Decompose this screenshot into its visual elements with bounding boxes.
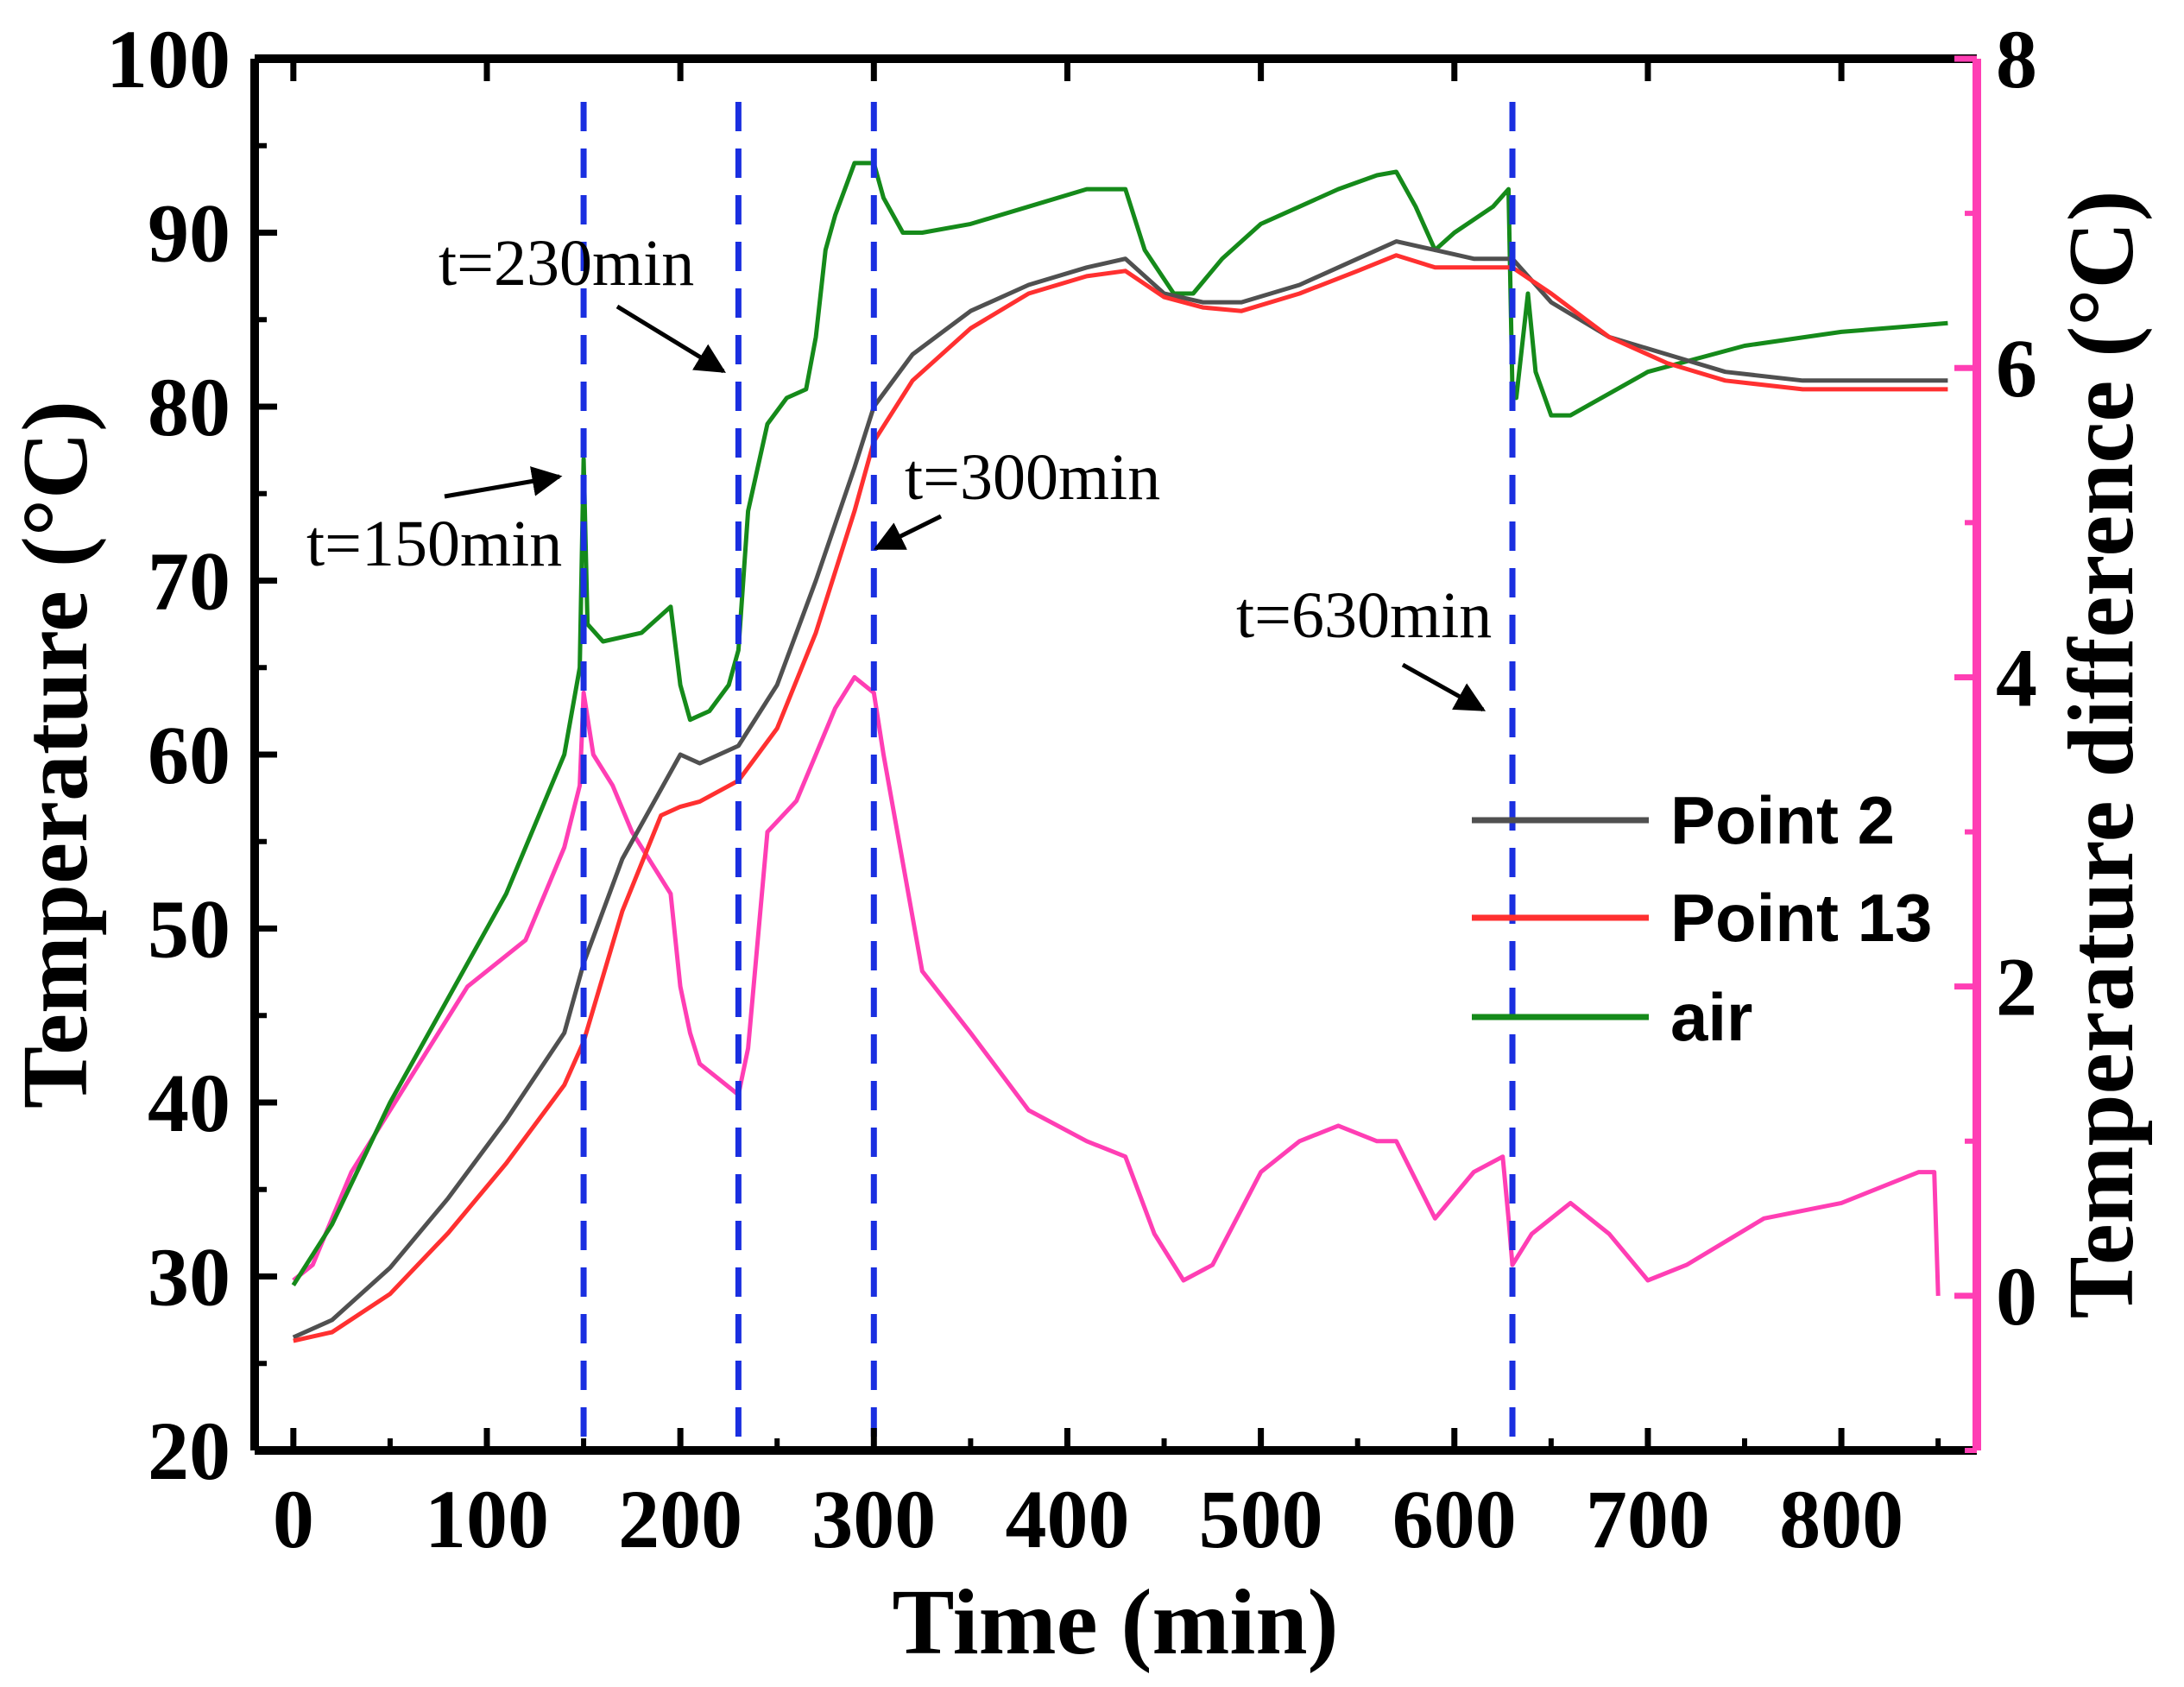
annotation-t230: t=230min [439,227,694,300]
y-axis-right-title: Temperature difference (°C) [2050,191,2153,1319]
y-right-tick-label-8: 8 [1996,13,2037,105]
tick-layer: 0 100 200 300 400 500 600 700 800203040506070809… [106,13,2037,1565]
annotation-t150-arrow [444,466,563,499]
y-right-tick-label-0: 0 [1996,1250,2037,1343]
x-tick-label-400: 400 [1005,1473,1129,1565]
x-tick-label-800: 800 [1779,1473,1903,1565]
y-right-tick-label-6: 6 [1996,322,2037,414]
x-axis-title: Time (min) [893,1571,1339,1674]
annotation-t150: t=150min [306,508,562,580]
x-tick-label-0: 0 [273,1473,314,1565]
annotation-t630: t=630min [1236,579,1492,652]
y-left-tick-label-50: 50 [148,883,230,976]
legend-label-point13: Point 13 [1670,880,1932,956]
annotation-t300-arrow [873,514,943,551]
series-layer [291,161,1948,1343]
y-right-tick-label-2: 2 [1996,941,2037,1033]
x-tick-label-100: 100 [425,1473,549,1565]
series-line-air [291,161,1948,1286]
x-tick-label-200: 200 [618,1473,742,1565]
x-tick-label-700: 700 [1586,1473,1710,1565]
y-left-tick-label-70: 70 [148,535,230,628]
series-line-temperature-difference [292,674,1941,1296]
annotation-t300: t=300min [905,441,1160,514]
marker-layer [580,102,1516,1450]
y-left-tick-label-20: 20 [148,1405,230,1497]
y-left-tick-label-80: 80 [148,361,230,453]
y-left-tick-label-100: 100 [106,13,230,105]
annotation-t630-arrow [1401,662,1487,712]
legend-label-point2: Point 2 [1670,782,1895,858]
legend-label-air: air [1670,979,1752,1055]
x-tick-label-300: 300 [811,1473,936,1565]
y-axis-left-title: Temperature (°C) [4,401,107,1109]
y-right-tick-label-4: 4 [1996,631,2037,723]
legend: Point 2 Point 13 air [1472,782,1932,1055]
y-left-tick-label-60: 60 [148,709,230,801]
x-tick-label-600: 600 [1392,1473,1517,1565]
annotation-t230-arrow [615,304,726,374]
y-left-tick-label-90: 90 [148,187,230,280]
x-tick-label-500: 500 [1199,1473,1323,1565]
y-left-tick-label-30: 30 [148,1231,230,1324]
y-left-tick-label-40: 40 [148,1057,230,1149]
